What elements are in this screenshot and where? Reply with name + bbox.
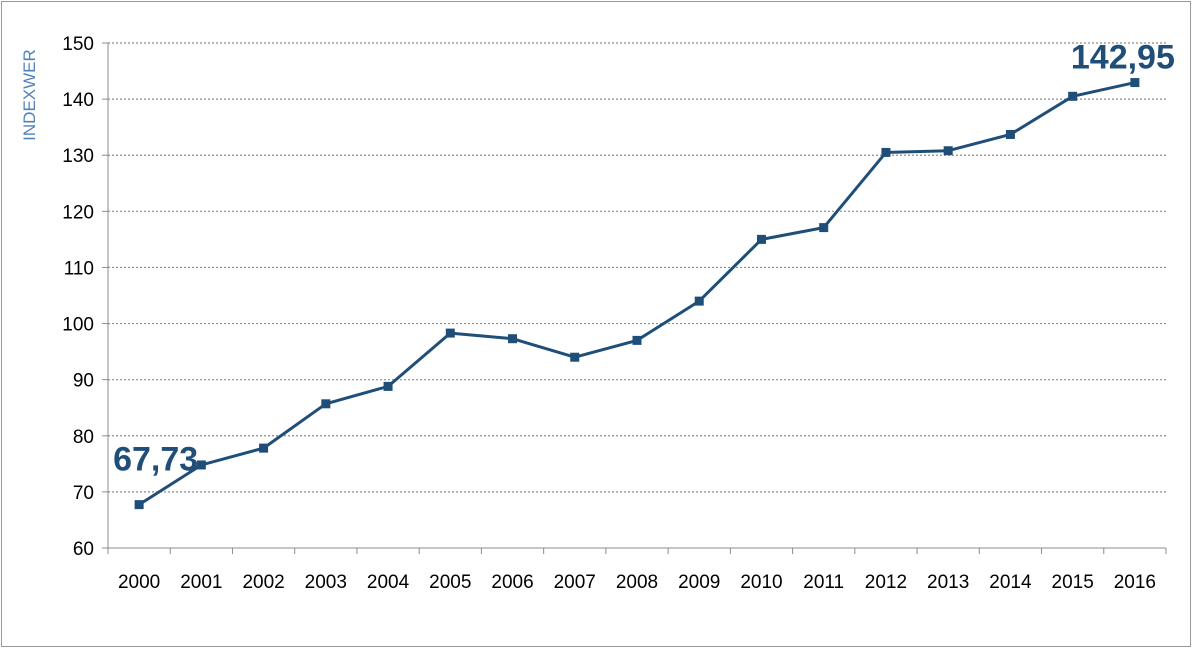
data-point <box>632 335 642 345</box>
y-tick-label: 150 <box>62 34 94 55</box>
data-label: 67,73 <box>113 441 198 479</box>
x-tick-label: 2014 <box>989 572 1032 593</box>
data-label: 142,95 <box>1071 39 1175 77</box>
x-tick-label: 2005 <box>429 572 471 593</box>
data-point <box>819 223 829 233</box>
y-tick-label: 70 <box>73 483 94 504</box>
series-line <box>138 81 1136 506</box>
data-point <box>570 352 580 362</box>
gridlines <box>102 42 1167 554</box>
y-tick-label: 120 <box>62 202 94 223</box>
x-tick-label: 2015 <box>1052 572 1094 593</box>
x-tick-label: 2003 <box>305 572 347 593</box>
y-tick-label: 80 <box>73 427 94 448</box>
y-tick-labels: 60 70 80 90 100 110 120 130 140 150 <box>62 34 94 560</box>
data-point <box>259 443 269 453</box>
x-tick-label: 2006 <box>491 572 533 593</box>
data-point <box>445 328 455 338</box>
y-tick-label: 90 <box>73 371 94 392</box>
data-point <box>881 147 891 157</box>
data-point <box>196 460 206 470</box>
x-tick-label: 2016 <box>1114 572 1156 593</box>
x-tick-label: 2010 <box>740 572 782 593</box>
x-tick-label: 2008 <box>616 572 658 593</box>
x-tick-label: 2001 <box>180 572 222 593</box>
y-tick-label: 110 <box>64 258 94 279</box>
y-tick-label: 130 <box>62 146 94 167</box>
x-tick-label: 2002 <box>242 572 284 593</box>
x-tick-label: 2000 <box>118 572 160 593</box>
data-point <box>1130 78 1140 88</box>
x-tick-label: 2007 <box>554 572 596 593</box>
axes <box>107 43 1166 549</box>
x-tick-label: 2011 <box>803 572 844 593</box>
y-tick-label: 60 <box>73 539 94 560</box>
data-point <box>943 146 953 156</box>
data-labels: 67,73 142,95 <box>113 39 1175 479</box>
data-point <box>134 500 144 510</box>
y-axis-label: INDEXWER <box>20 49 39 141</box>
x-tick-label: 2013 <box>927 572 969 593</box>
data-point <box>1005 129 1015 139</box>
y-tick-label: 100 <box>62 315 94 336</box>
x-tick-label: 2009 <box>678 572 720 593</box>
data-point <box>756 234 766 244</box>
data-point <box>1068 91 1078 101</box>
data-point <box>508 334 518 344</box>
x-tick-labels: 2000 2001 2002 2003 2004 2005 2006 2007 2008 2009… <box>118 572 1156 593</box>
data-point <box>321 399 331 409</box>
y-tick-label: 140 <box>62 90 94 111</box>
x-tick-label: 2012 <box>865 572 907 593</box>
x-tick-label: 2004 <box>367 572 410 593</box>
data-point <box>383 381 393 391</box>
data-point <box>694 296 704 306</box>
series-layer <box>134 78 1140 510</box>
